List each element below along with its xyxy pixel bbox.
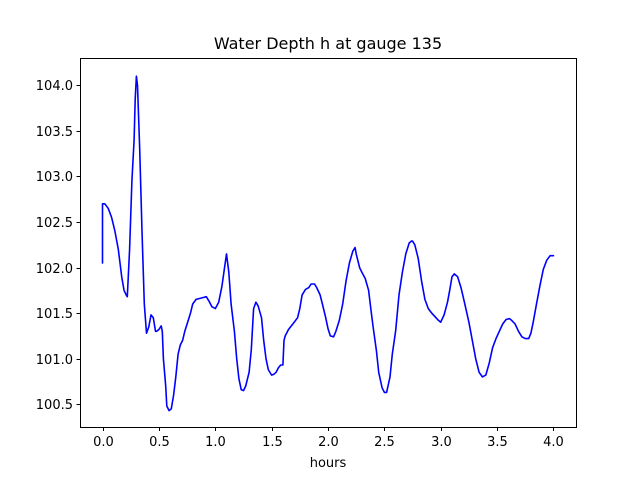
x-tick-label: 1.0	[205, 435, 226, 450]
y-tick-label: 101.5	[36, 307, 73, 322]
series-line	[101, 75, 555, 412]
plot-frame	[80, 58, 577, 428]
y-tick-label: 101.0	[36, 353, 73, 368]
y-tick-label: 104.0	[36, 79, 73, 94]
x-axis-label: hours	[310, 456, 347, 471]
y-tick-label: 103.0	[36, 170, 73, 185]
x-tick-label: 3.0	[431, 435, 452, 450]
x-tick-label: 4.0	[543, 435, 564, 450]
x-tick-label: 2.5	[374, 435, 395, 450]
x-tick-label: 3.5	[487, 435, 508, 450]
x-tick-label: 0.5	[149, 435, 170, 450]
y-axis-ticks: 100.5 101.0 101.5 102.0 102.5 103.0 103.5 104.0	[36, 79, 81, 413]
series-layer	[101, 75, 555, 412]
plot-area	[80, 58, 576, 427]
x-tick-label: 0.0	[93, 435, 114, 450]
chart-title: Water Depth h at gauge 135	[214, 34, 442, 53]
y-tick-label: 100.5	[36, 398, 73, 413]
y-tick-label: 103.5	[36, 125, 73, 140]
x-tick-label: 1.5	[262, 435, 283, 450]
y-tick-label: 102.5	[36, 216, 73, 231]
x-tick-label: 2.0	[318, 435, 339, 450]
x-axis-ticks: 0.0 0.5 1.0 1.5 2.0 2.5 3.0 3.5 4.0	[93, 427, 564, 450]
y-tick-label: 102.0	[36, 262, 73, 277]
